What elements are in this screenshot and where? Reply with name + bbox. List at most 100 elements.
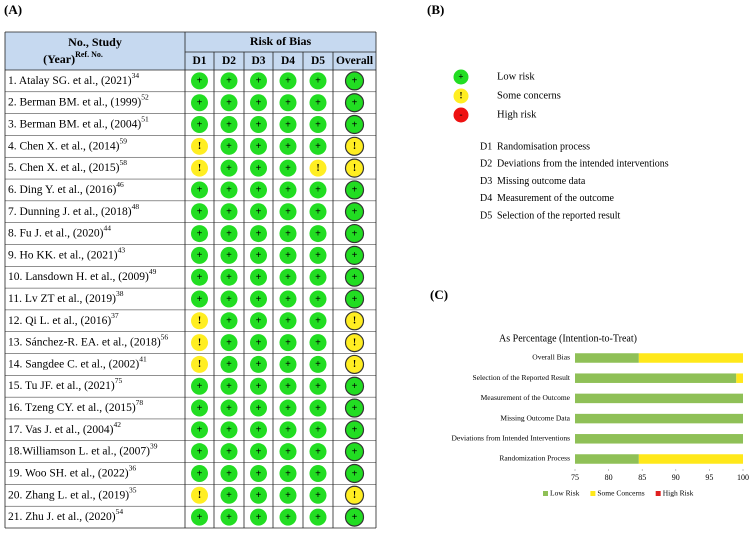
judgment-circle (191, 312, 208, 330)
judgment-circle (220, 225, 238, 243)
judgment-circle (191, 290, 208, 308)
judgment-circle (279, 464, 297, 482)
judgment-symbol: + (315, 381, 321, 392)
judgment-circle (309, 508, 327, 526)
legend-label: Low Risk (550, 489, 580, 498)
judgment-circle (344, 442, 365, 462)
judgment-symbol: + (352, 468, 358, 479)
judgment-symbol: + (352, 403, 358, 414)
column-header: D5 (311, 55, 325, 67)
study-name: 4. Chen X. et al., (2014)59 (8, 136, 127, 152)
judgment-symbol: + (197, 425, 203, 436)
judgment-symbol: + (256, 512, 262, 523)
domain-code: D1 (480, 141, 492, 152)
study-label: 11. Lv ZT et al., (2019) (8, 293, 116, 305)
judgment-circle (191, 334, 208, 352)
domain-code: D3 (480, 176, 492, 187)
judgment-symbol: + (315, 141, 321, 152)
study-ref: 56 (161, 332, 169, 341)
judgment-circle (279, 225, 297, 243)
judgment-circle (344, 376, 365, 396)
judgment-symbol: + (256, 425, 262, 436)
judgment-symbol: + (256, 490, 262, 501)
judgment-circle (220, 377, 238, 395)
judgment-circle (250, 421, 267, 439)
judgment-circle (309, 137, 327, 155)
study-label: 2. Berman BM. et al., (1999) (8, 96, 141, 108)
judgment-circle (191, 508, 208, 526)
judgment-circle (309, 159, 327, 177)
bar-segment (575, 434, 743, 444)
domain-label: Measurement of the outcome (497, 193, 614, 204)
study-ref: 44 (104, 223, 112, 232)
study-name: 7. Dunning J. et al., (2018)48 (8, 201, 139, 217)
judgment-circle (220, 421, 238, 439)
judgment-symbol: + (226, 98, 232, 109)
study-label: 14. Sangdee C. et al., (2002) (8, 358, 139, 370)
judgment-symbol: + (285, 250, 291, 261)
judgment-circle (191, 486, 208, 504)
study-label: 3. Berman BM. et al., (2004) (8, 118, 141, 130)
judgment-circle (279, 399, 297, 417)
judgment-circle (344, 223, 365, 244)
judgment-symbol: + (256, 141, 262, 152)
judgment-symbol: + (285, 119, 291, 130)
judgment-circle (220, 94, 238, 112)
judgment-circle (344, 114, 365, 135)
judgment-circle (309, 246, 327, 264)
judgment-symbol: + (285, 512, 291, 523)
judgment-symbol: + (315, 228, 321, 239)
judgment-circle (220, 399, 238, 417)
study-name: 15. Tu JF. et al., (2021)75 (8, 376, 123, 392)
legend-circle (453, 107, 469, 123)
study-name: 10. Lansdown H. et al., (2009)49 (8, 267, 157, 283)
judgment-circle (191, 137, 208, 155)
header-text: (Year)Ref. No. (43, 50, 103, 66)
judgment-circle (309, 377, 327, 395)
study-label: 15. Tu JF. et al., (2021) (8, 380, 115, 392)
judgment-symbol: + (285, 425, 291, 436)
study-ref: 46 (116, 180, 124, 189)
judgment-symbol: ! (198, 316, 201, 327)
judgment-circle (279, 508, 297, 526)
judgment-circle (279, 181, 297, 199)
study-name: 14. Sangdee C. et al., (2002)41 (8, 354, 147, 370)
judgment-symbol: + (315, 98, 321, 109)
study-label: 10. Lansdown H. et al., (2009) (8, 271, 149, 283)
domain-label: Selection of the reported result (497, 210, 621, 221)
judgment-circle (191, 421, 208, 439)
study-name: 1. Atalay SG. et al., (2021)34 (8, 71, 139, 87)
judgment-circle (279, 443, 297, 461)
judgment-circle (309, 116, 327, 134)
judgment-circle (309, 181, 327, 199)
judgment-circle (220, 72, 238, 90)
study-name: 6. Ding Y. et al., (2016)46 (8, 180, 124, 196)
judgment-circle (279, 290, 297, 308)
judgment-circle (191, 116, 208, 134)
judgment-symbol: + (197, 228, 203, 239)
study-ref: 37 (111, 311, 119, 320)
judgment-symbol: ! (198, 490, 201, 501)
study-ref: 59 (119, 136, 127, 145)
judgment-circle (250, 334, 267, 352)
study-ref: 58 (119, 158, 127, 167)
category-label: Measurement of the Outcome (481, 393, 571, 402)
header-ref: Ref. No. (75, 50, 103, 59)
judgment-symbol: + (256, 359, 262, 370)
judgment-circle (220, 355, 238, 373)
judgment-symbol: + (197, 119, 203, 130)
judgment-circle (279, 355, 297, 373)
judgment-symbol: + (256, 76, 262, 87)
judgment-circle (250, 464, 267, 482)
judgment-symbol: ! (353, 337, 356, 348)
judgment-circle (250, 508, 267, 526)
x-tick-label: 85 (638, 473, 646, 482)
judgment-symbol: + (197, 381, 203, 392)
study-ref: 39 (150, 441, 158, 450)
header-group: Risk of Bias (250, 34, 312, 48)
judgment-circle (250, 268, 267, 286)
judgment-symbol: + (352, 76, 358, 87)
judgment-circle (191, 72, 208, 90)
judgment-symbol: + (315, 490, 321, 501)
judgment-circle (344, 333, 365, 353)
